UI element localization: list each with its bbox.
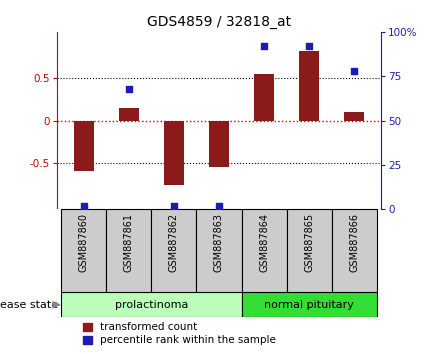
Text: GSM887864: GSM887864: [259, 213, 269, 272]
Bar: [106, 209, 152, 292]
Point: [215, 203, 223, 209]
Bar: [332, 209, 377, 292]
Title: GDS4859 / 32818_at: GDS4859 / 32818_at: [147, 16, 291, 29]
Bar: [241, 292, 377, 317]
Bar: [254, 74, 274, 120]
Bar: [241, 209, 286, 292]
Bar: [209, 120, 229, 167]
Text: GSM887866: GSM887866: [349, 213, 359, 272]
Bar: [164, 120, 184, 185]
Text: prolactinoma: prolactinoma: [115, 300, 188, 310]
Bar: [74, 120, 94, 171]
Bar: [344, 112, 364, 120]
Point: [261, 43, 268, 49]
Text: GSM887865: GSM887865: [304, 213, 314, 273]
Legend: transformed count, percentile rank within the sample: transformed count, percentile rank withi…: [78, 318, 280, 349]
Point: [170, 203, 177, 209]
Bar: [286, 209, 332, 292]
Text: GSM887860: GSM887860: [79, 213, 89, 272]
Text: normal pituitary: normal pituitary: [264, 300, 354, 310]
Text: GSM887863: GSM887863: [214, 213, 224, 272]
Text: GSM887862: GSM887862: [169, 213, 179, 273]
Point: [81, 203, 88, 209]
Bar: [119, 108, 139, 120]
Text: disease state: disease state: [0, 300, 58, 310]
Bar: [197, 209, 241, 292]
Point: [350, 68, 357, 74]
Bar: [152, 209, 197, 292]
Bar: [299, 51, 319, 120]
Bar: [61, 209, 106, 292]
Point: [125, 86, 132, 91]
Text: GSM887861: GSM887861: [124, 213, 134, 272]
Point: [306, 43, 313, 49]
Bar: [61, 292, 241, 317]
